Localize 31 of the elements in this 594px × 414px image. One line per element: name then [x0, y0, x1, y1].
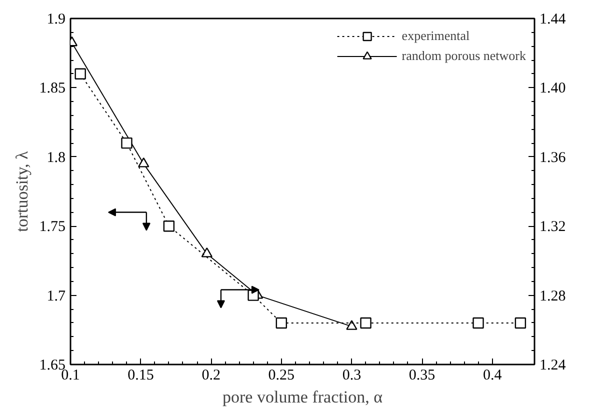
y-tick-label: 1.9: [46, 12, 66, 28]
y-tick-label: 1.85: [39, 80, 66, 97]
point: [163, 220, 175, 232]
x-tick-label: 0.3: [342, 368, 362, 384]
y2-tick-label: 1.28: [540, 288, 566, 304]
x-tick-label: 0.4: [482, 368, 502, 384]
point: [276, 317, 288, 329]
point: [472, 317, 484, 329]
y2-tick-label: 1.32: [540, 219, 566, 236]
y-axis-title: tortuosity, λ: [12, 150, 32, 232]
y2-tick-label: 1.36: [540, 150, 566, 166]
point: [514, 317, 526, 329]
y-tick-label: 1.8: [46, 150, 66, 166]
x-tick-label: 0.25: [268, 368, 295, 384]
point: [201, 247, 212, 258]
y2-tick-label: 1.24: [540, 358, 566, 374]
point: [74, 68, 86, 80]
x-tick-label: 0.2: [202, 368, 220, 384]
x-tick-label: 0.15: [128, 368, 154, 384]
x-axis-title: pore volume fraction, α: [222, 388, 383, 406]
y-tick-label: 1.7: [46, 288, 66, 304]
point: [360, 317, 372, 329]
point: [138, 157, 150, 168]
x-tick-label: 0.35: [408, 368, 436, 384]
y-tick-label: 1.75: [39, 219, 66, 236]
point: [346, 320, 358, 330]
legend-label: random porous network: [402, 48, 526, 64]
point: [121, 137, 132, 149]
y2-tick-label: 1.44: [540, 12, 566, 28]
legend-label: experimental: [402, 28, 470, 44]
y2-tick-label: 1.40: [540, 80, 566, 97]
